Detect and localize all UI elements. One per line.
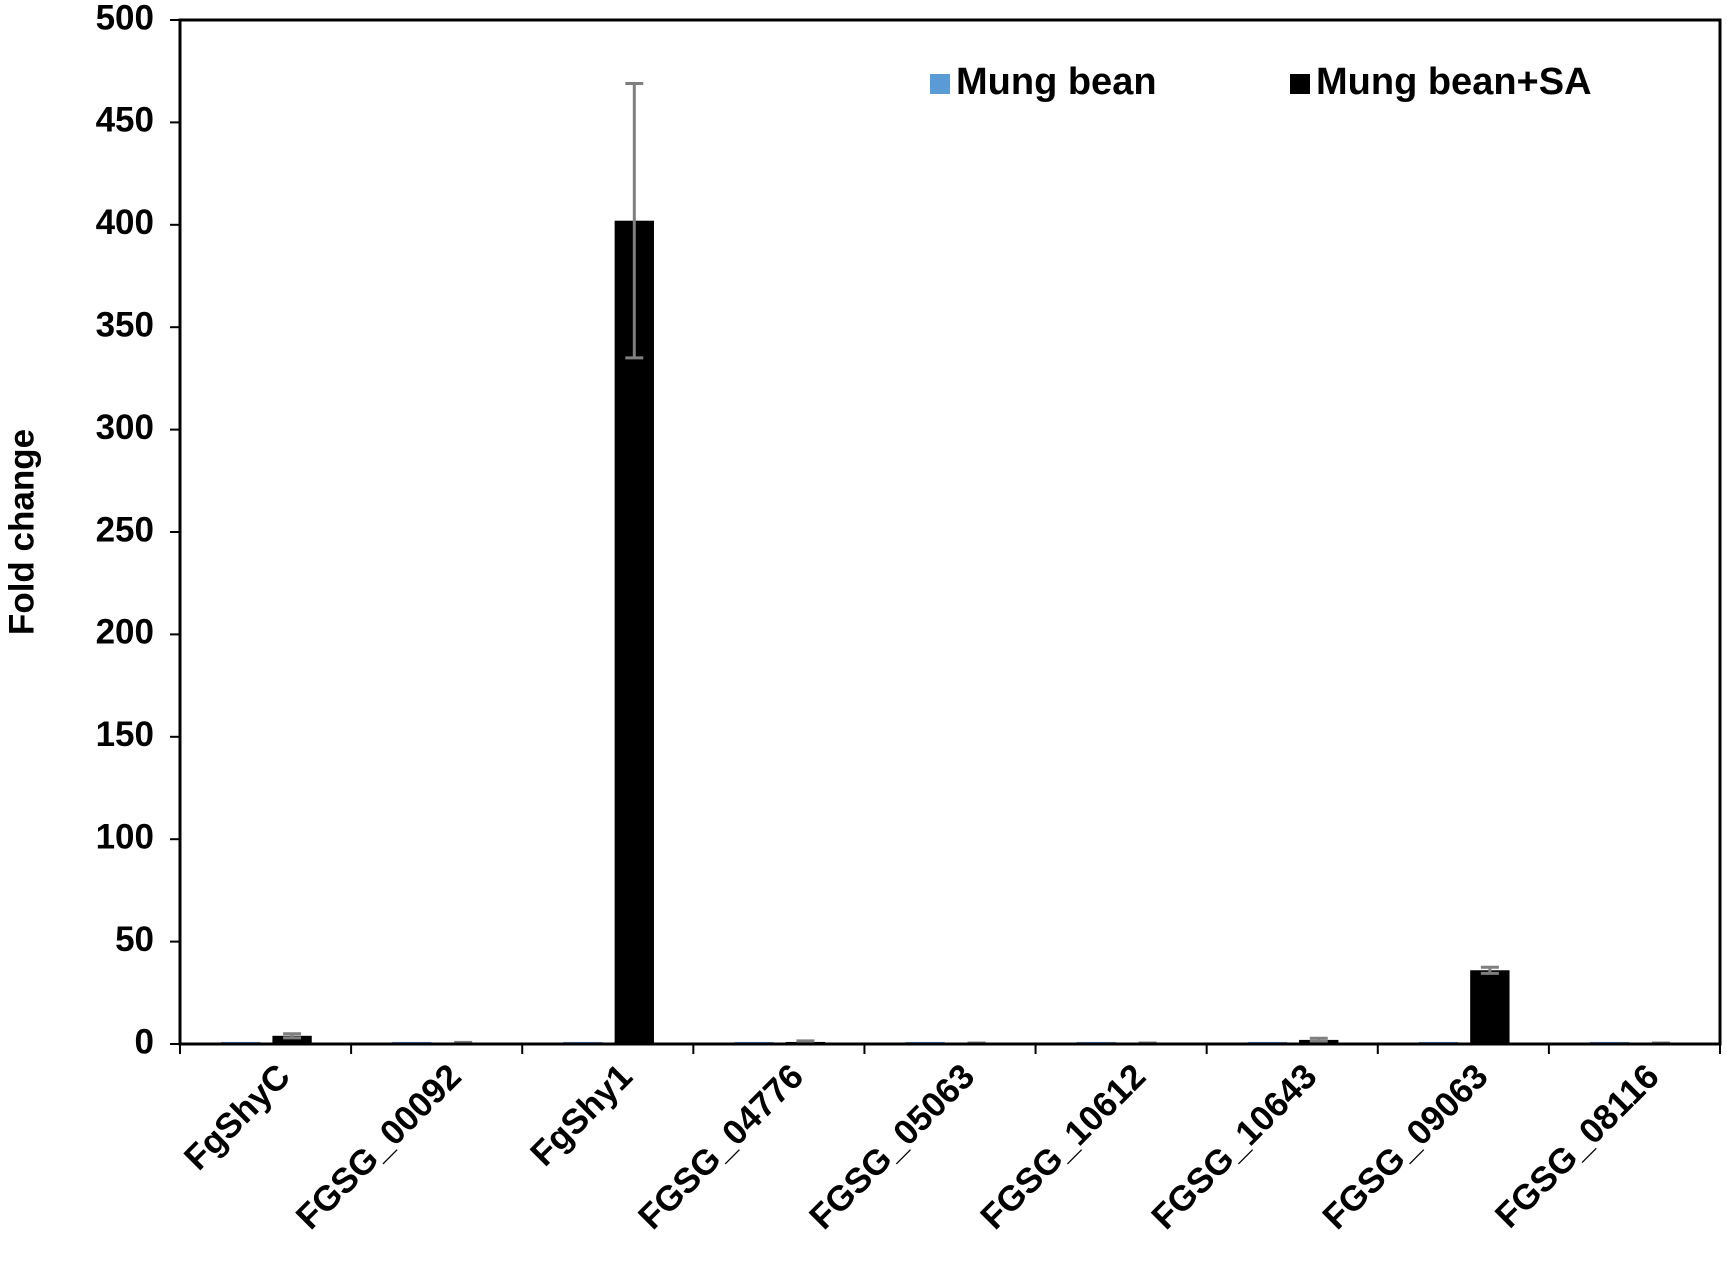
x-tick-label: FGSG_08116 [1488,1057,1667,1236]
y-tick-label: 250 [96,510,154,549]
y-tick-label: 350 [96,305,154,344]
error-bar [1309,1036,1328,1044]
x-tick-label: FGSG_10612 [973,1057,1153,1237]
y-tick-label: 150 [96,715,154,754]
y-tick-label: 200 [96,613,154,652]
x-tick-label: FgShyC [177,1057,298,1178]
legend-swatch [930,74,950,94]
x-tick-label: FGSG_05063 [802,1057,982,1237]
x-tick-label: FGSG_09063 [1315,1057,1495,1237]
y-tick-label: 400 [96,203,154,242]
x-tick-label: FgShy1 [523,1057,640,1174]
bar [272,1035,312,1044]
y-tick-label: 100 [96,817,154,856]
x-tick-label: FGSG_04776 [631,1057,811,1237]
error-bar [283,1032,302,1040]
y-axis-title: Fold change [2,429,41,635]
y-tick-label: 50 [115,920,154,959]
y-tick-label: 300 [96,408,154,447]
legend-swatch [1290,74,1310,94]
error-bar [625,81,644,360]
bar [1470,970,1510,1044]
x-tick-label: FGSG_00092 [289,1057,469,1237]
y-tick-label: 0 [135,1022,154,1061]
y-tick-label: 450 [96,101,154,140]
legend-label: Mung bean+SA [1316,61,1592,103]
x-tick-label: FGSG_10643 [1144,1057,1324,1237]
plot-frame [178,18,1722,1046]
error-bar [1480,965,1499,975]
y-tick-label: 500 [96,0,154,37]
legend-label: Mung bean [956,61,1157,103]
